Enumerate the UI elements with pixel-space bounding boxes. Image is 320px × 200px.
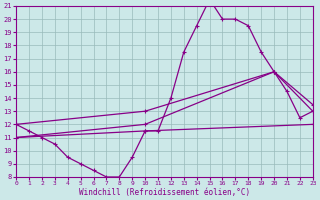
X-axis label: Windchill (Refroidissement éolien,°C): Windchill (Refroidissement éolien,°C) bbox=[79, 188, 250, 197]
